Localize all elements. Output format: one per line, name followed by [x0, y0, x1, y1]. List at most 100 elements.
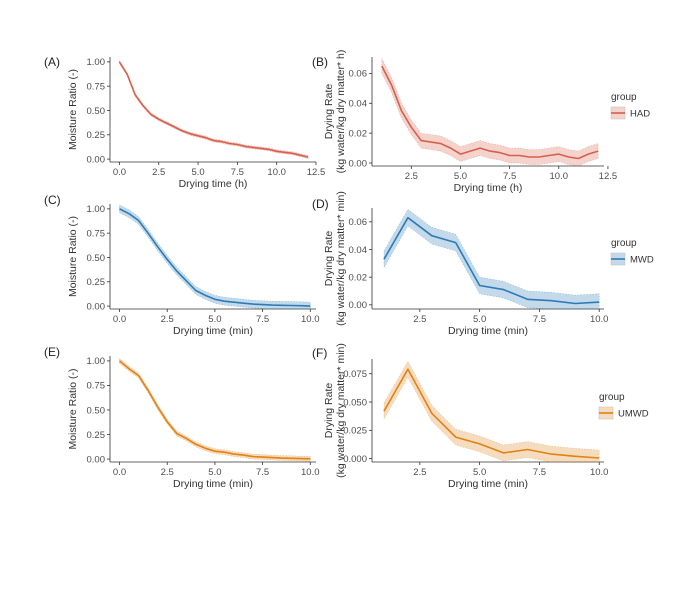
x-tick-label: 7.5 — [503, 171, 516, 182]
y-tick-label: 0.50 — [87, 253, 106, 264]
x-tick-label: 7.5 — [231, 167, 244, 178]
y-axis-title: Moisture Ratio (-) — [67, 368, 79, 449]
legend: group MWD — [610, 238, 654, 266]
y-tick-label: 0.75 — [87, 381, 106, 392]
y-axis-title: Drying Rate — [323, 383, 335, 439]
y-tick-label: 0.00 — [349, 158, 368, 169]
x-tick-label: 5.0 — [473, 467, 486, 478]
x-tick-label: 7.5 — [256, 314, 269, 325]
series-confidence-band — [119, 204, 311, 310]
series-line — [381, 65, 599, 160]
x-axis-title: Drying time (min) — [448, 478, 528, 490]
y-axis-title-units: (kg water/kg dry matter* min) — [335, 191, 347, 326]
panel-label: (B) — [312, 55, 328, 69]
legend: group HAD — [610, 92, 650, 120]
x-tick-label: 10.0 — [590, 314, 609, 325]
y-axis-title: Drying Rate — [323, 84, 335, 140]
series-line — [119, 208, 311, 307]
y-tick-label: 0.06 — [349, 69, 368, 80]
y-tick-label: 0.00 — [87, 454, 106, 465]
x-tick-label: 10.0 — [301, 314, 320, 325]
y-tick-label: 0.025 — [343, 426, 367, 437]
y-tick-label: 0.50 — [87, 106, 106, 117]
y-tick-label: 0.04 — [349, 99, 368, 110]
panel-a: (A) 0.00 0.25 0.50 0.75 1.00 0.0 2.5 5.0 7.5 10.0 1… — [44, 55, 325, 190]
y-axis-title: Moisture Ratio (-) — [67, 69, 79, 150]
x-tick-label: 7.5 — [256, 467, 269, 478]
y-tick-label: 0.25 — [87, 130, 106, 141]
y-axis-title-units: (kg water/kg dry matter* h) — [335, 50, 347, 174]
panel-label: (A) — [44, 55, 60, 69]
x-tick-label: 2.5 — [152, 167, 165, 178]
x-tick-label: 2.5 — [405, 171, 418, 182]
y-tick-label: 0.75 — [87, 228, 106, 239]
x-tick-label: 10.0 — [550, 171, 569, 182]
x-tick-label: 10.0 — [590, 467, 609, 478]
legend: group UMWD — [598, 392, 649, 420]
y-tick-label: 1.00 — [87, 204, 106, 215]
series-confidence-band — [383, 360, 600, 463]
series-line — [383, 368, 600, 459]
x-axis-title: Drying time (min) — [173, 478, 253, 490]
x-tick-label: 2.5 — [161, 314, 174, 325]
y-tick-label: 0.00 — [87, 154, 106, 165]
legend-label: UMWD — [618, 409, 649, 420]
x-axis-title: Drying time (h) — [179, 178, 248, 190]
legend-label: HAD — [630, 109, 650, 120]
series-confidence-band — [119, 59, 309, 159]
series-line — [118, 360, 311, 460]
panel-b: (B) 0.00 0.02 0.04 0.06 2.5 5.0 7.5 10.0 12.5 Dryi… — [312, 50, 650, 194]
y-axis-title: Drying Rate — [323, 231, 335, 287]
x-tick-label: 2.5 — [161, 467, 174, 478]
series-line — [383, 216, 600, 305]
series-confidence-band — [381, 58, 599, 167]
y-tick-label: 0.06 — [349, 217, 368, 228]
x-tick-label: 7.5 — [533, 314, 546, 325]
x-tick-label: 5.0 — [191, 167, 204, 178]
x-tick-label: 7.5 — [533, 467, 546, 478]
panel-label: (D) — [312, 197, 329, 211]
y-tick-label: 0.02 — [349, 272, 368, 283]
x-tick-label: 0.0 — [113, 314, 126, 325]
x-tick-label: 2.5 — [413, 314, 426, 325]
x-tick-label: 10.0 — [301, 467, 320, 478]
legend-title: group — [599, 392, 625, 403]
panel-c: (C) 0.00 0.25 0.50 0.75 1.00 0.0 2.5 5.0 7.5 10.0 D… — [44, 193, 320, 337]
y-tick-label: 0.00 — [87, 301, 106, 312]
y-axis-title-units: (kg water/kg dry matter* min) — [335, 343, 347, 478]
x-tick-label: 12.5 — [307, 167, 326, 178]
x-axis-title: Drying time (min) — [448, 325, 528, 337]
legend-title: group — [611, 238, 637, 249]
panel-e: (E) 0.00 0.25 0.50 0.75 1.00 0.0 2.5 5.0 7.5 10.0 D… — [44, 345, 320, 490]
series-line — [118, 61, 309, 158]
series-confidence-band — [383, 209, 600, 310]
y-tick-label: 0.25 — [87, 277, 106, 288]
series-confidence-band — [119, 357, 311, 462]
x-tick-label: 2.5 — [413, 467, 426, 478]
y-tick-label: 1.00 — [87, 57, 106, 68]
x-tick-label: 5.0 — [208, 314, 221, 325]
legend-label: MWD — [630, 255, 654, 266]
y-tick-label: 0.25 — [87, 430, 106, 441]
panel-label: (F) — [312, 346, 327, 360]
x-tick-label: 5.0 — [454, 171, 467, 182]
y-tick-label: 0.050 — [343, 397, 367, 408]
y-tick-label: 1.00 — [87, 356, 106, 367]
x-tick-label: 0.0 — [113, 467, 126, 478]
x-tick-label: 10.0 — [267, 167, 286, 178]
x-tick-label: 5.0 — [208, 467, 221, 478]
y-tick-label: 0.075 — [343, 369, 367, 380]
panel-label: (E) — [44, 345, 60, 359]
x-tick-label: 0.0 — [113, 167, 126, 178]
x-axis-title: Drying time (min) — [173, 325, 253, 337]
y-tick-label: 0.75 — [87, 81, 106, 92]
panel-label: (C) — [44, 193, 61, 207]
y-tick-label: 0.02 — [349, 128, 368, 139]
x-tick-label: 12.5 — [599, 171, 618, 182]
panel-f: (F) 0.000 0.025 0.050 0.075 2.5 5.0 7.5 10.0 Dryi… — [312, 343, 649, 490]
y-axis-title: Moisture Ratio (-) — [67, 216, 79, 297]
legend-title: group — [611, 92, 637, 103]
x-axis-title: Drying time (h) — [454, 182, 523, 194]
panel-d: (D) 0.00 0.02 0.04 0.06 2.5 5.0 7.5 10.0 Drying t… — [312, 191, 654, 337]
